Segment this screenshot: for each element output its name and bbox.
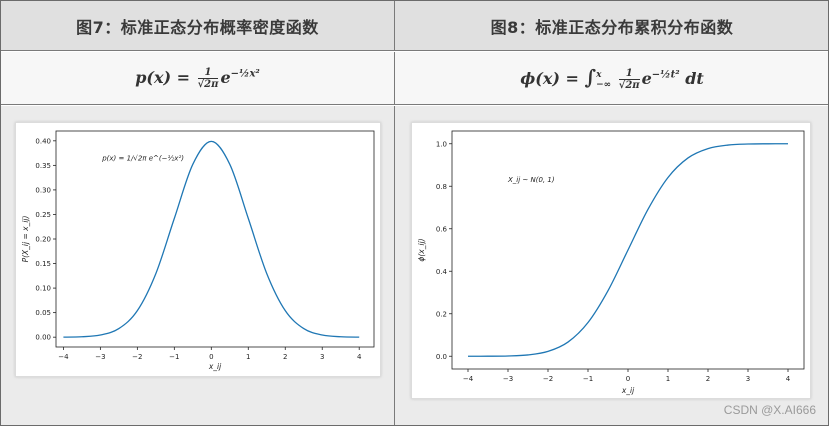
- series-line: [467, 143, 789, 357]
- y-tick-label: 0.8: [436, 183, 447, 191]
- header-row: 图7：标准正态分布概率密度函数 图8：标准正态分布累积分布函数: [1, 1, 828, 51]
- x-tick-label: −1: [583, 375, 593, 383]
- header-cell-cdf: 图8：标准正态分布累积分布函数: [396, 1, 828, 50]
- x-tick-label: −4: [463, 375, 474, 383]
- plot-cell-pdf: [1, 106, 395, 425]
- y-tick-label: 0.6: [436, 225, 448, 233]
- x-tick-label: 0: [209, 353, 213, 361]
- y-tick-label: 0.10: [35, 285, 51, 293]
- cdf-chart-card: −4 −3 −2 −1 0 1 2 3 4 0.0 0.2 0.4 0.6 0.8 1.0 x_ij ϕ(x_i…: [411, 122, 811, 399]
- y-tick-label: 0.0: [436, 353, 447, 361]
- x-tick-label: −2: [132, 353, 142, 361]
- formula-cell-cdf: ϕ(x) = ∫x −∞ 1 √2π e−½t² dt: [396, 52, 828, 104]
- integral-sign: ∫: [584, 65, 597, 89]
- integral-lower-limit: −∞: [596, 79, 612, 90]
- x-tick-label: −4: [58, 353, 69, 361]
- chart-annotation: p(x) = 1/√2π e^(−½x²): [101, 154, 184, 162]
- y-tick-label: 0.35: [35, 162, 51, 170]
- cdf-formula-exponent: −½t²: [651, 69, 680, 81]
- y-tick-label: 0.30: [35, 186, 51, 194]
- x-tick-label: 3: [746, 375, 750, 383]
- pdf-formula-base: e: [220, 67, 231, 87]
- pdf-formula-numerator: 1: [197, 67, 219, 79]
- cdf-formula-fraction: 1 √2π: [618, 68, 640, 91]
- x-tick-label: −2: [543, 375, 553, 383]
- cdf-formula-numerator: 1: [618, 68, 640, 80]
- watermark: CSDN @X.AI666: [723, 403, 816, 417]
- y-tick-label: 0.4: [436, 268, 448, 276]
- x-tick-label: −3: [95, 353, 105, 361]
- y-tick-label: 0.00: [35, 334, 51, 342]
- y-axis-label: P(X_ij = x_ij): [21, 216, 30, 263]
- x-tick-label: 1: [246, 353, 250, 361]
- x-tick-label: 3: [320, 353, 324, 361]
- x-tick-label: −3: [503, 375, 513, 383]
- x-tick-label: 4: [786, 375, 791, 383]
- formula-cell-pdf: p(x) = 1 √2π e−½x²: [1, 52, 395, 104]
- header-pdf-title: 图7：标准正态分布概率密度函数: [76, 17, 319, 37]
- cdf-formula: ϕ(x) = ∫x −∞ 1 √2π e−½t² dt: [520, 65, 704, 91]
- header-cdf-title: 图8：标准正态分布累积分布函数: [490, 17, 734, 37]
- cdf-formula-lhs: ϕ(x) =: [520, 69, 579, 88]
- y-tick-label: 0.40: [35, 137, 51, 145]
- y-tick-label: 0.20: [35, 236, 51, 244]
- y-tick-label: 0.15: [35, 260, 51, 268]
- pdf-formula-fraction: 1 √2π: [197, 67, 219, 90]
- cdf-formula-tail: dt: [685, 69, 704, 88]
- x-axis-label: x_ij: [621, 386, 635, 395]
- cdf-formula-denominator: √2π: [618, 80, 640, 91]
- pdf-chart-card: −4 −3 −2 −1 0 1 2 3 4 0.00 0.05 0.10 0.15 0.20 0.25 0.3…: [15, 122, 381, 377]
- integral-limits: x −∞: [596, 70, 611, 90]
- pdf-formula-denominator: √2π: [197, 78, 219, 90]
- cdf-chart: −4 −3 −2 −1 0 1 2 3 4 0.0 0.2 0.4 0.6 0.8 1.0 x_ij ϕ(x_i…: [417, 130, 805, 395]
- x-tick-label: 0: [626, 375, 630, 383]
- plots-row: −4 −3 −2 −1 0 1 2 3 4 0.00 0.05 0.10 0.15 0.20 0.25 0.3…: [1, 106, 828, 425]
- x-tick-label: 2: [283, 353, 287, 361]
- pdf-formula-lhs: p(x) =: [135, 67, 191, 87]
- y-tick-label: 1.0: [436, 140, 447, 148]
- series-line: [63, 140, 360, 338]
- x-axis-label: x_ij: [208, 362, 222, 371]
- y-tick-label: 0.25: [35, 211, 51, 219]
- y-axis-label: ϕ(x_ij): [417, 238, 426, 261]
- x-tick-label: −1: [169, 353, 179, 361]
- header-cell-pdf: 图7：标准正态分布概率密度函数: [1, 1, 395, 50]
- chart-annotation: X_ij ~ N(0, 1): [507, 176, 555, 184]
- x-tick-label: 4: [357, 353, 362, 361]
- y-tick-label: 0.2: [436, 310, 447, 318]
- plot-frame: [55, 130, 375, 348]
- pdf-formula: p(x) = 1 √2π e−½x²: [135, 67, 260, 90]
- y-tick-label: 0.05: [35, 309, 51, 317]
- pdf-formula-exponent: −½x²: [230, 68, 260, 80]
- formula-row: p(x) = 1 √2π e−½x² ϕ(x) = ∫x −∞ 1 √2π e−½…: [1, 52, 828, 105]
- integral-upper-limit: x: [596, 69, 602, 80]
- pdf-chart: −4 −3 −2 −1 0 1 2 3 4 0.00 0.05 0.10 0.15 0.20 0.25 0.3…: [21, 130, 375, 371]
- cdf-formula-base: e: [641, 69, 652, 88]
- x-tick-label: 2: [706, 375, 710, 383]
- x-tick-label: 1: [666, 375, 670, 383]
